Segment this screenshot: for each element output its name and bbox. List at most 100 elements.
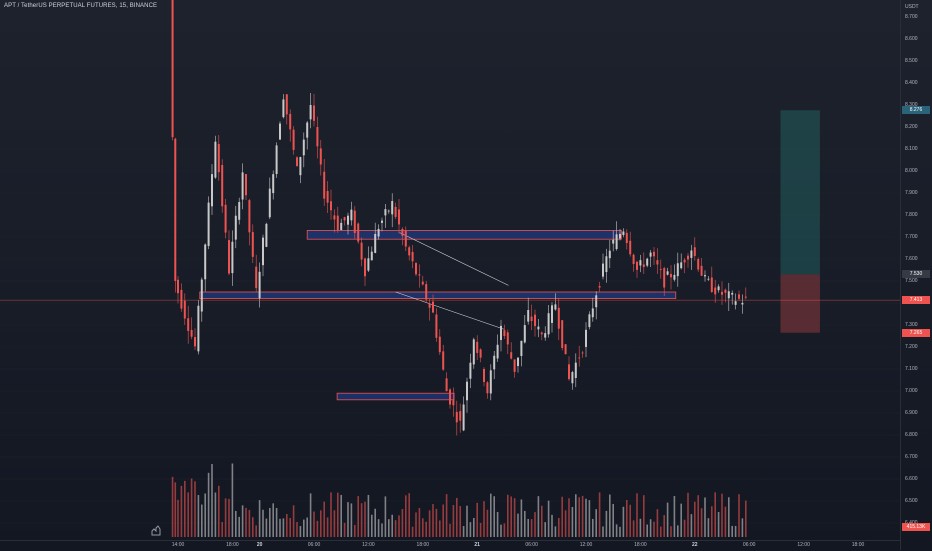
candle-body	[704, 275, 706, 277]
candle-body	[646, 258, 649, 266]
candle-body	[503, 330, 506, 337]
volume-bar	[619, 526, 621, 537]
volume-bar	[316, 520, 319, 537]
candle-body	[540, 332, 543, 335]
volume-bar	[269, 507, 271, 537]
price-tick: 6.800	[905, 432, 918, 438]
volume-bar	[214, 492, 217, 537]
volume-bar	[666, 502, 669, 537]
candle-body	[377, 228, 380, 237]
candle-body	[551, 305, 553, 323]
demand-zone	[336, 392, 455, 401]
volume-bar	[313, 511, 315, 537]
price-tick: 8.100	[905, 146, 918, 152]
candle-body	[302, 139, 305, 156]
candle-body	[190, 330, 193, 337]
candle-body	[251, 232, 254, 257]
volume-bar	[326, 517, 329, 537]
candle-body	[459, 411, 462, 421]
candle-body	[248, 200, 251, 233]
volume-bar	[741, 518, 744, 537]
time-axis[interactable]: 14:00 18:00 20 06:00 12:00 18:00 21 06:00 12:00 1…	[0, 540, 900, 551]
volume-bar	[568, 498, 570, 537]
volume-bar	[626, 500, 628, 537]
price-axis[interactable]: USDT 8.700 8.600 8.500 8.400 8.300 8.200 8.100…	[900, 0, 932, 550]
volume-bar	[364, 501, 366, 537]
volume-bar	[388, 519, 390, 537]
volume-bar	[221, 522, 223, 537]
candle-body	[469, 362, 472, 379]
candle-body	[224, 204, 227, 233]
volume-bar	[275, 507, 278, 537]
volume-bar	[585, 498, 587, 537]
volume-bar	[513, 498, 516, 537]
volume-bar	[643, 495, 645, 537]
candle-body	[625, 232, 628, 244]
candle-body	[483, 369, 485, 382]
candle-body	[435, 314, 438, 338]
candle-body	[245, 174, 247, 196]
volume-bar	[466, 505, 468, 537]
volume-bar	[653, 521, 655, 537]
volume-bar	[646, 524, 648, 537]
candle-body	[659, 269, 662, 270]
candle-body	[336, 215, 339, 231]
volume-bar	[734, 525, 737, 537]
candle-body	[636, 261, 638, 270]
candle-body	[289, 113, 292, 130]
volume-bar	[462, 526, 465, 537]
volume-bar	[391, 514, 393, 537]
time-tick: 18:00	[634, 542, 647, 548]
volume-bar	[554, 526, 557, 537]
candle-body	[466, 381, 468, 401]
candle-body	[510, 352, 513, 359]
volume-bar	[201, 504, 203, 537]
volume-bar	[612, 503, 614, 537]
price-tick: 7.500	[905, 278, 918, 284]
volume-bar	[483, 501, 485, 537]
volume-bar	[537, 496, 540, 537]
candle-body	[275, 145, 278, 175]
candle-body	[187, 318, 190, 331]
candle-body	[333, 215, 336, 220]
volume-bar	[486, 509, 489, 537]
candle-body	[197, 305, 200, 352]
candle-body	[238, 202, 241, 220]
candle-body	[262, 237, 264, 266]
volume-bar	[171, 476, 174, 537]
candle-body	[411, 251, 414, 262]
candle-body	[622, 231, 625, 235]
candle-body	[316, 127, 319, 147]
volume-bar	[415, 512, 417, 537]
candle-body	[571, 372, 574, 384]
candle-body	[527, 310, 530, 322]
price-tick: 7.800	[905, 212, 918, 218]
candle-body	[530, 316, 533, 322]
volume-bar	[636, 493, 638, 537]
candle-body	[496, 344, 499, 359]
price-tick: 6.700	[905, 454, 918, 460]
price-axis-currency: USDT	[905, 4, 919, 10]
price-chart[interactable]	[0, 0, 900, 540]
candle-body	[574, 362, 577, 378]
volume-bar	[690, 514, 693, 537]
volume-bar	[714, 492, 716, 537]
candle-body	[394, 206, 397, 217]
volume-bar	[333, 510, 336, 537]
tradingview-logo-icon[interactable]	[150, 524, 162, 536]
volume-bar	[731, 525, 733, 537]
candle-body	[734, 301, 737, 305]
volume-bar	[571, 506, 574, 537]
volume-bar	[588, 500, 591, 537]
volume-bar	[245, 507, 247, 537]
candle-body	[174, 138, 177, 281]
volume-bar	[697, 495, 699, 537]
candle-body	[370, 251, 373, 261]
candle-body	[207, 202, 210, 246]
volume-bar	[197, 495, 200, 537]
candle-body	[421, 281, 424, 285]
volume-bar	[309, 493, 312, 537]
volume-bar	[224, 498, 227, 537]
time-tick: 21	[474, 542, 480, 548]
candle-body	[391, 201, 394, 215]
